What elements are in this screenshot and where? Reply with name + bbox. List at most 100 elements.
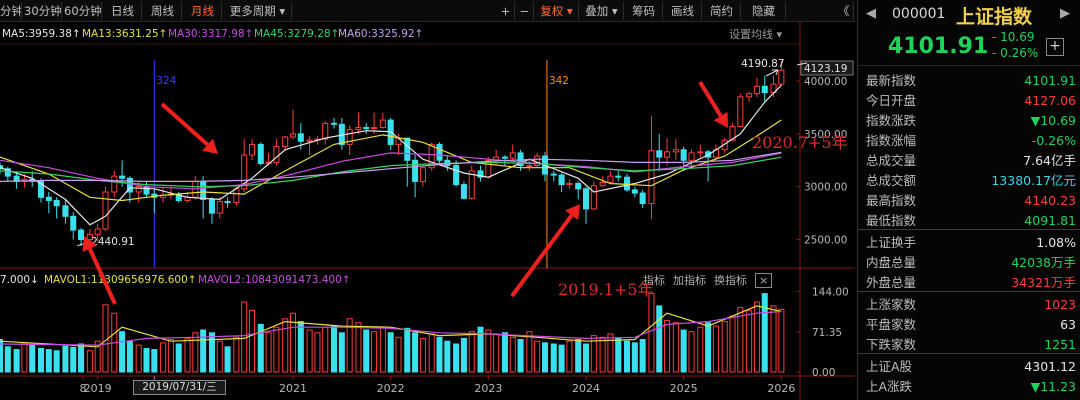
- tool-button-5[interactable]: 画线: [664, 2, 702, 20]
- candle-body: [241, 154, 248, 190]
- tool-button-1[interactable]: −: [516, 2, 534, 20]
- quote-label: 最新指数: [866, 73, 917, 88]
- quote-row: 下跌家数 1251: [866, 335, 1076, 355]
- volume-bar: [241, 301, 248, 373]
- candle-body: [566, 183, 573, 186]
- volume-bar: [175, 343, 182, 373]
- volume-bar: [282, 318, 289, 373]
- arrow-text-label: 2019.1+5年: [558, 280, 654, 299]
- ma-line-MA45: [0, 156, 782, 188]
- volume-bar: [697, 326, 704, 373]
- volume-bar: [729, 315, 736, 373]
- candle-body: [322, 122, 329, 140]
- close-icon[interactable]: ×: [755, 273, 773, 288]
- volume-bar: [582, 343, 590, 373]
- quote-value: ▼11.23: [1030, 379, 1076, 394]
- candle-body: [45, 196, 52, 201]
- candle-body: [509, 152, 516, 159]
- volume-bar: [550, 343, 557, 373]
- add-watch-button[interactable]: +: [1046, 38, 1064, 56]
- volume-bar: [135, 344, 142, 373]
- volume-legend: 7.000↓ MAVOL1:11309656976.600↑ MAVOL2:1084…: [0, 272, 855, 288]
- ma-setting-button[interactable]: 设置均线 ▾: [729, 28, 783, 41]
- volume-bar: [21, 342, 28, 373]
- collapse-icon[interactable]: 《: [834, 2, 854, 20]
- volume-bar: [379, 326, 386, 373]
- indicator-tab-0[interactable]: 指标: [643, 274, 665, 287]
- marker-label: 324: [156, 75, 176, 87]
- red-arrow-head: [713, 111, 728, 128]
- volume-bar: [607, 333, 614, 373]
- ma-legend-item-1: MA13:3631.25↑: [82, 28, 168, 40]
- next-arrow-icon[interactable]: ▶: [1060, 6, 1070, 21]
- volume-bar: [62, 345, 69, 373]
- price-tick-label: 4000.00: [804, 76, 847, 88]
- period-tab-5[interactable]: 月线: [184, 2, 222, 20]
- volume-bar: [395, 336, 402, 373]
- volume-bar: [517, 339, 524, 373]
- volume-bar: [184, 337, 191, 373]
- volume-tick-label: 71.35: [812, 327, 842, 339]
- period-tab-1[interactable]: 30分钟: [24, 2, 62, 20]
- candle-body: [62, 205, 69, 217]
- candle-body: [111, 175, 118, 193]
- candle-body: [436, 143, 443, 161]
- index-change-pct: - 0.26%: [992, 46, 1039, 60]
- period-tab-2[interactable]: 60分钟: [64, 2, 102, 20]
- volume-bar: [265, 332, 272, 373]
- red-arrow-head: [202, 138, 218, 154]
- vol-legend-item-0: 7.000↓: [0, 274, 39, 286]
- indicator-tab-1[interactable]: 加指标: [673, 274, 706, 287]
- tool-button-0[interactable]: +: [497, 2, 515, 20]
- candle-body: [363, 127, 370, 130]
- quote-value: 42038万手: [1011, 255, 1076, 270]
- ma-legend-item-0: MA5:3959.38↑: [2, 28, 81, 40]
- period-tab-6[interactable]: 更多周期 ▾: [224, 2, 292, 20]
- quote-label: 总成交额: [866, 173, 917, 188]
- volume-bar: [672, 322, 679, 373]
- quote-value: -0.26%: [1031, 133, 1076, 148]
- volume-bar: [419, 337, 426, 373]
- period-toolbar: 分钟 30分钟 60分钟 日线 周线 月线 更多周期 ▾ + − 复权 ▾ 叠加 ▾ 筹码 画线 简约 隐藏…: [0, 0, 855, 22]
- quote-label: 今日开盘: [866, 93, 917, 108]
- period-tab-3[interactable]: 日线: [104, 2, 142, 20]
- tool-button-3[interactable]: 叠加 ▾: [580, 2, 624, 20]
- volume-bar: [485, 329, 492, 373]
- volume-bar: [4, 346, 11, 373]
- index-price: 4101.91: [888, 34, 989, 59]
- candle-body: [460, 184, 467, 199]
- candle-body: [648, 150, 655, 205]
- x-tick-label: 2019: [84, 382, 112, 395]
- volume-bar: [412, 332, 419, 373]
- volume-bar: [566, 340, 573, 373]
- quote-separator: [858, 291, 1080, 292]
- candle-body: [371, 127, 378, 130]
- volume-bar: [289, 312, 297, 373]
- tool-button-4[interactable]: 筹码: [625, 2, 663, 20]
- candle-body: [289, 133, 297, 138]
- volume-bar: [428, 333, 435, 373]
- volume-bar: [78, 343, 85, 373]
- prev-arrow-icon[interactable]: ◀: [866, 6, 876, 21]
- period-tab-4[interactable]: 周线: [144, 2, 182, 20]
- volume-bar: [306, 329, 313, 373]
- red-arrow-head: [565, 204, 580, 221]
- tool-button-2[interactable]: 复权 ▾: [535, 2, 579, 20]
- tool-button-6[interactable]: 简约: [703, 2, 741, 20]
- tool-button-7[interactable]: 隐藏: [742, 2, 786, 20]
- volume-tick-label: 0.00: [812, 367, 835, 379]
- volume-ma-line: [0, 310, 782, 346]
- period-tab-0[interactable]: 分钟: [0, 2, 22, 20]
- ma-line-MA13: [0, 119, 782, 202]
- volume-bar: [737, 307, 744, 373]
- volume-bar: [273, 326, 280, 373]
- indicator-tab-2[interactable]: 换指标: [714, 274, 747, 287]
- quote-row: 上证换手 1.08%: [866, 233, 1076, 253]
- candle-body: [729, 125, 736, 141]
- candle-body: [355, 127, 362, 131]
- annotation-leader: [797, 62, 808, 66]
- candle-body: [753, 85, 760, 95]
- volume-bar: [167, 339, 174, 373]
- quote-label: 总成交量: [866, 153, 917, 168]
